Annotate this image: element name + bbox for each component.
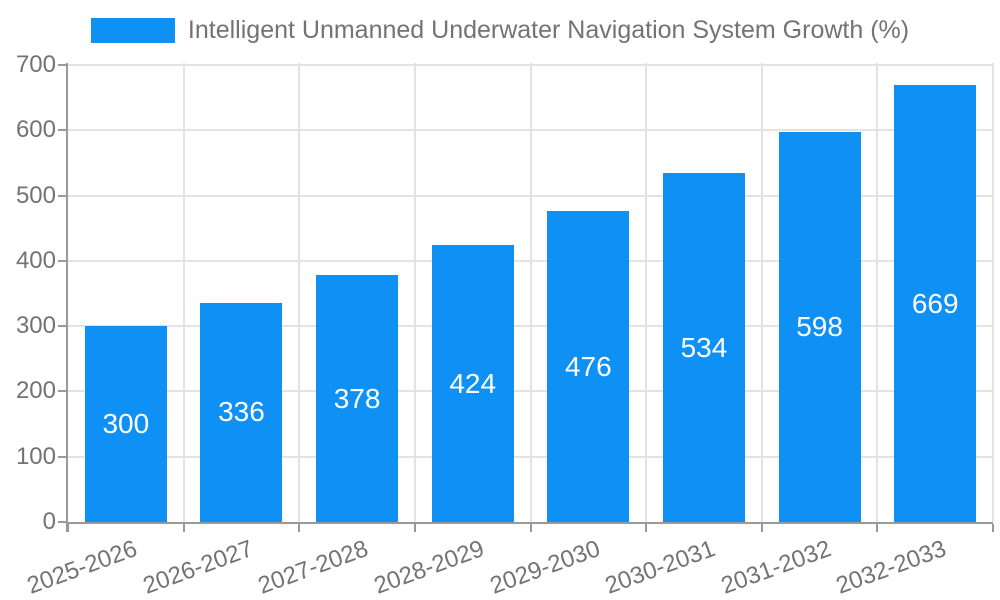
gridline-vertical: [413, 63, 416, 522]
x-axis-tick-label: 2032-2033: [832, 535, 951, 600]
x-axis-tick: [529, 524, 532, 532]
bar[interactable]: [662, 173, 745, 522]
x-axis-line: [66, 522, 993, 524]
y-axis-tick: [58, 259, 66, 262]
bar-value-label: 300: [102, 408, 150, 440]
bar[interactable]: [431, 245, 514, 522]
y-axis-tick: [58, 390, 66, 393]
gridline-vertical: [529, 63, 532, 522]
bar[interactable]: [84, 326, 167, 522]
y-axis-tick-label: 600: [15, 116, 56, 144]
y-axis-tick-label: 100: [15, 442, 56, 470]
legend-label: Intelligent Unmanned Underwater Navigati…: [187, 16, 910, 44]
y-axis-tick: [58, 521, 66, 523]
x-axis-tick-label: 2028-2029: [370, 535, 488, 600]
y-axis-tick-label: 0: [42, 508, 56, 535]
x-axis-tick: [67, 524, 69, 532]
legend[interactable]: Intelligent Unmanned Underwater Navigati…: [0, 16, 1000, 44]
y-axis-tick-label: 400: [15, 246, 56, 274]
y-axis-tick: [58, 325, 66, 328]
x-axis-tick-label: 2029-2030: [486, 535, 604, 600]
gridline-vertical: [992, 63, 994, 522]
y-axis-line: [66, 63, 68, 532]
bar[interactable]: [547, 211, 630, 522]
x-axis-tick-label: 2025-2026: [23, 535, 141, 600]
bar-value-label: 476: [564, 350, 612, 382]
x-axis-tick: [876, 524, 879, 532]
gridline-vertical: [645, 63, 648, 522]
bar[interactable]: [200, 302, 283, 522]
bar[interactable]: [316, 275, 399, 522]
x-axis-tick-label: 2031-2032: [717, 535, 835, 600]
x-axis-tick: [645, 524, 648, 532]
y-axis-tick-label: 700: [15, 51, 56, 78]
bar-value-label: 598: [796, 310, 843, 342]
gridline-vertical: [760, 63, 763, 522]
bar-value-label: 336: [218, 396, 265, 428]
bar-value-label: 669: [911, 287, 959, 319]
y-axis-tick-label: 500: [15, 181, 56, 209]
x-axis-tick: [760, 524, 763, 532]
legend-swatch-icon: [90, 17, 175, 43]
x-axis-tick: [298, 524, 301, 532]
x-axis-tick: [182, 524, 185, 532]
gridline-vertical: [876, 63, 879, 522]
y-axis-tick: [58, 194, 66, 197]
x-axis-tick-label: 2027-2028: [254, 535, 372, 600]
x-axis-tick-label: 2030-2031: [601, 535, 719, 600]
y-axis-tick-label: 300: [15, 312, 56, 340]
bar-value-label: 534: [680, 331, 728, 363]
bar[interactable]: [894, 85, 977, 522]
gridline-vertical: [298, 63, 301, 522]
gridline-vertical: [182, 63, 185, 522]
x-axis-tick-label: 2026-2027: [139, 535, 257, 600]
x-axis-tick: [413, 524, 416, 532]
y-axis-tick-label: 200: [15, 377, 56, 405]
bar-value-label: 378: [333, 382, 381, 414]
y-axis-tick: [58, 455, 66, 458]
bar[interactable]: [778, 131, 861, 522]
y-axis-tick: [58, 64, 66, 66]
bar-value-label: 424: [449, 367, 497, 399]
x-axis-tick: [992, 524, 994, 532]
y-axis-tick: [58, 129, 66, 132]
